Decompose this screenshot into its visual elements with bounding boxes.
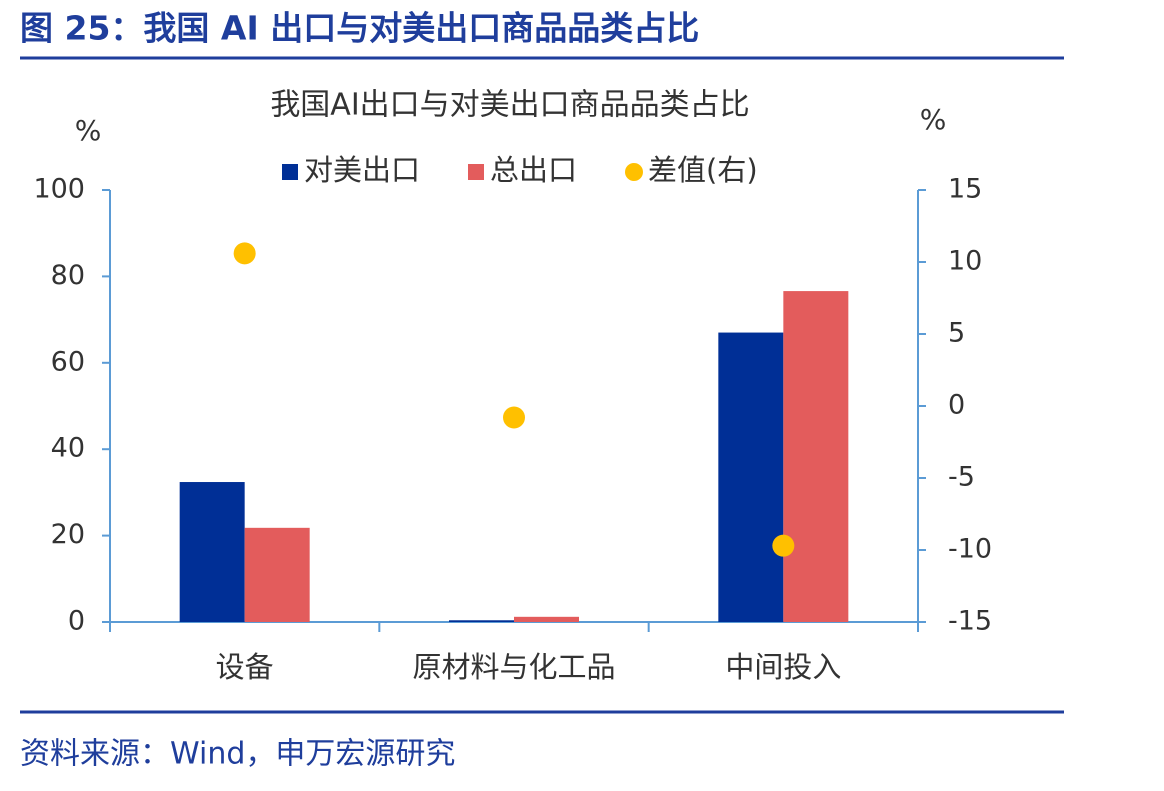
- bar: [449, 620, 514, 622]
- y-tick-label: 40: [51, 433, 85, 464]
- x-tick-label: 设备: [216, 650, 274, 684]
- y2-axis-label: %: [920, 103, 947, 136]
- y2-tick-label: 5: [948, 318, 965, 349]
- y2-tick-label: 10: [948, 246, 982, 277]
- chart-title: 我国AI出口与对美出口商品品类占比: [270, 88, 749, 123]
- x-tick-label: 中间投入: [725, 650, 841, 684]
- bar: [179, 482, 245, 622]
- bar: [718, 332, 784, 622]
- bar: [783, 291, 849, 622]
- y2-tick-label: -10: [948, 534, 992, 565]
- legend-label: 差值(右): [648, 153, 758, 187]
- y-tick-label: 20: [51, 519, 85, 550]
- legend-marker: [625, 163, 643, 181]
- dot: [772, 534, 795, 557]
- bar: [514, 616, 579, 622]
- y-axis-label: %: [75, 114, 102, 147]
- source: 资料来源：Wind，申万宏源研究: [20, 737, 455, 772]
- legend-label: 对美出口: [304, 153, 420, 187]
- legend-marker: [468, 164, 484, 180]
- y2-tick-label: 15: [948, 174, 982, 205]
- y-tick-label: 0: [68, 606, 85, 637]
- y-tick-label: 80: [51, 260, 85, 291]
- page-title: 图 25：我国 AI 出口与对美出口商品品类占比: [20, 9, 699, 48]
- bar: [244, 527, 310, 622]
- legend-label: 总出口: [490, 153, 577, 187]
- y-tick-label: 100: [33, 174, 85, 205]
- y2-tick-label: -15: [948, 606, 992, 637]
- dot: [233, 242, 256, 265]
- y-tick-label: 60: [51, 346, 85, 377]
- y2-tick-label: -5: [948, 462, 975, 493]
- dot: [503, 406, 525, 429]
- y2-tick-label: 0: [948, 390, 965, 421]
- legend-marker: [282, 164, 298, 180]
- x-tick-label: 原材料与化工品: [412, 650, 615, 684]
